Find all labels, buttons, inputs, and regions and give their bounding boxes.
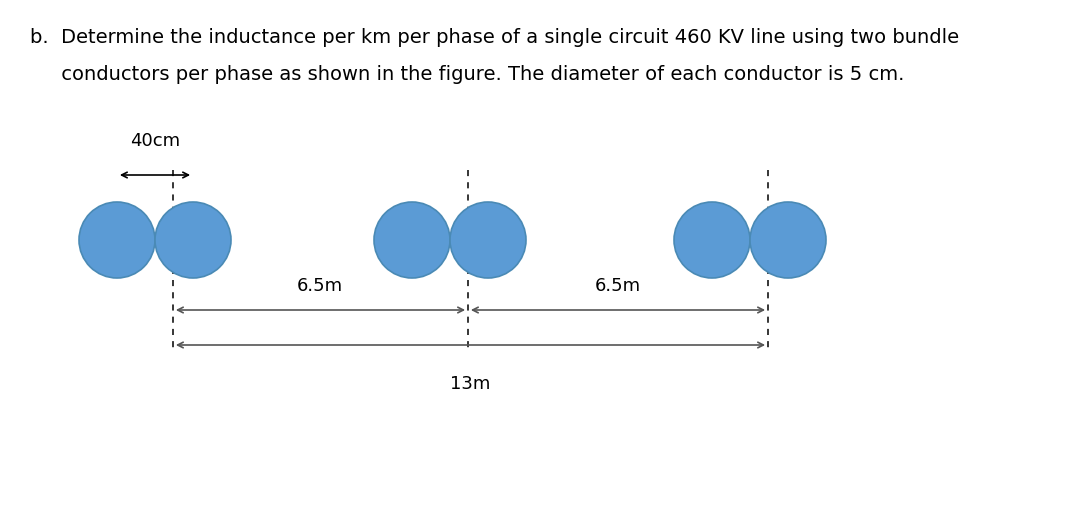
Circle shape [674,202,750,278]
Circle shape [750,202,826,278]
Text: 40cm: 40cm [130,132,180,150]
Circle shape [79,202,156,278]
Circle shape [450,202,526,278]
Text: 6.5m: 6.5m [595,277,642,295]
Circle shape [156,202,231,278]
Text: b.  Determine the inductance per km per phase of a single circuit 460 KV line us: b. Determine the inductance per km per p… [30,28,959,47]
Text: 6.5m: 6.5m [297,277,343,295]
Circle shape [374,202,450,278]
Text: conductors per phase as shown in the figure. The diameter of each conductor is 5: conductors per phase as shown in the fig… [30,65,904,84]
Text: 13m: 13m [449,375,490,393]
